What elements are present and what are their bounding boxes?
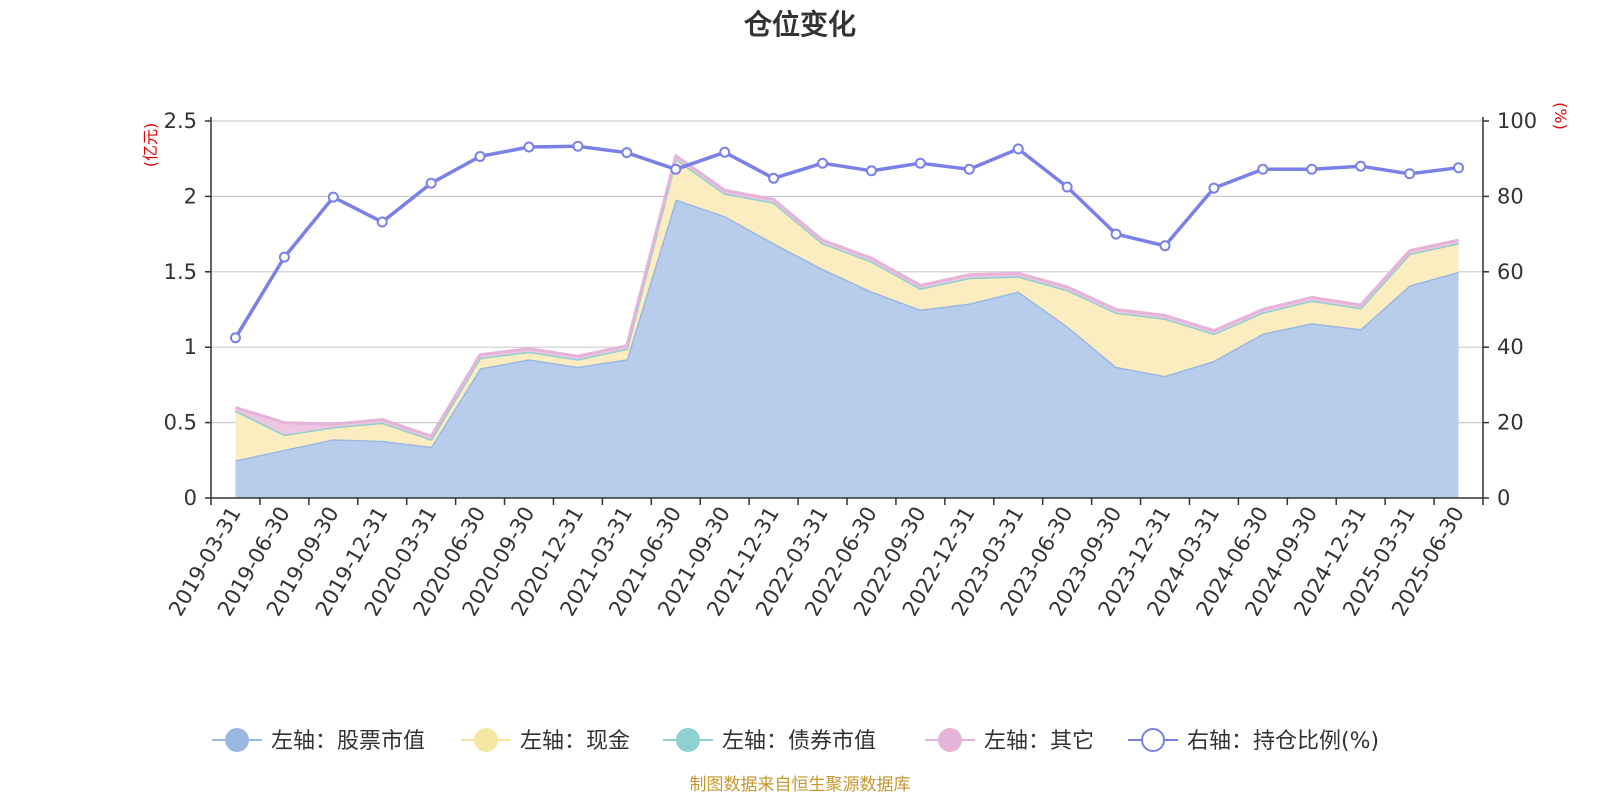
area-edge <box>235 154 1459 438</box>
legend-marker <box>474 728 498 752</box>
legend-label: 左轴：现金 <box>520 729 630 754</box>
chart-title: 仓位变化 <box>744 8 856 41</box>
right-tick-label: 20 <box>1497 411 1524 435</box>
ratio-point <box>1453 162 1465 174</box>
legend-marker <box>225 728 249 752</box>
legend-item: 左轴：债券市值 <box>663 728 876 754</box>
left-tick-label: 0.5 <box>164 411 197 435</box>
legend-item: 左轴：其它 <box>925 728 1094 754</box>
legend-label: 右轴：持仓比例(%) <box>1187 729 1379 754</box>
legend-item: 左轴：现金 <box>461 728 630 754</box>
left-tick-label: 1.5 <box>164 260 197 284</box>
ratio-point <box>1208 182 1220 194</box>
legend-label: 左轴：股票市值 <box>271 729 425 754</box>
right-tick-label: 0 <box>1497 486 1510 510</box>
left-tick-label: 0 <box>184 486 197 510</box>
ratio-point <box>1355 160 1367 172</box>
ratio-point <box>278 251 290 263</box>
ratio-point <box>376 216 388 228</box>
ratio-point <box>229 332 241 344</box>
legend-marker <box>938 728 962 752</box>
ratio-point <box>572 140 584 152</box>
ratio-point <box>1110 228 1122 240</box>
ratio-point <box>865 165 877 177</box>
ratio-point <box>1061 181 1073 193</box>
ratio-point <box>914 157 926 169</box>
stacked-areas <box>234 154 1459 498</box>
ratio-point <box>1159 240 1171 252</box>
left-axis-unit: (亿元) <box>141 123 160 168</box>
ratio-point <box>327 191 339 203</box>
ratio-point <box>719 146 731 158</box>
legend-item: 左轴：股票市值 <box>212 728 425 754</box>
ratio-point <box>963 163 975 175</box>
left-tick-label: 2.5 <box>164 109 197 133</box>
ratio-point <box>1404 168 1416 180</box>
ratio-point <box>621 147 633 159</box>
right-tick-label: 80 <box>1497 184 1524 208</box>
right-tick-label: 100 <box>1497 109 1537 133</box>
legend-label: 左轴：其它 <box>984 729 1094 754</box>
area-f5e6a0 <box>235 158 1459 461</box>
data-source-note: 制图数据来自恒生聚源数据库 <box>690 775 911 795</box>
right-tick-label: 60 <box>1497 260 1524 284</box>
right-axis-unit: (%) <box>1551 102 1570 130</box>
legend: 左轴：股票市值 左轴：现金 左轴：债券市值 左轴：其它 右轴：持仓比例(%) <box>212 728 1379 754</box>
ratio-point <box>1306 163 1318 175</box>
holding-ratio-line <box>229 140 1465 344</box>
ratio-line-path <box>234 144 1459 339</box>
ratio-point <box>1257 163 1269 175</box>
legend-item: 右轴：持仓比例(%) <box>1128 728 1379 754</box>
area-9bb8e2 <box>235 199 1459 498</box>
ratio-point <box>817 157 829 169</box>
legend-marker <box>1141 728 1165 752</box>
ratio-point <box>1012 143 1024 155</box>
ratio-point <box>425 177 437 189</box>
ratio-point <box>474 150 486 162</box>
right-tick-label: 40 <box>1497 335 1524 359</box>
ratio-point <box>768 172 780 184</box>
ratio-point <box>523 141 535 153</box>
legend-marker <box>676 728 700 752</box>
left-tick-label: 1 <box>184 335 197 359</box>
legend-label: 左轴：债券市值 <box>722 729 876 754</box>
ratio-point <box>670 163 682 175</box>
left-tick-label: 2 <box>184 184 197 208</box>
